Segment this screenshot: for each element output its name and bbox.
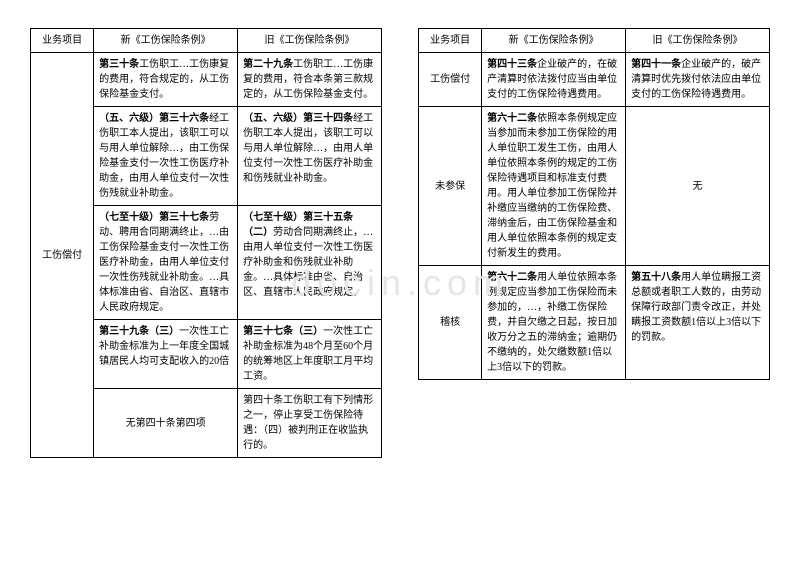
cell-new: 第三十条工伤职工…工伤康复的费用，符合规定的，从工伤保险基金支付。 bbox=[94, 53, 238, 107]
left-column: 业务项目新《工伤保险条例》旧《工伤保险条例》工伤偿付第三十条工伤职工…工伤康复的… bbox=[30, 28, 382, 458]
cell-old: （五、六级）第三十四条经工伤职工本人提出，该职工可以与用人单位解除…，由用人单位… bbox=[238, 107, 382, 206]
row-label: 稽核 bbox=[419, 266, 482, 380]
cell-new: 无第四十条第四项 bbox=[94, 389, 238, 458]
cell-old: 第四十一条企业破产的，破产清算时优先拨付依法应由单位支付的工伤保险待遇费用。 bbox=[626, 53, 770, 107]
row-label: 未参保 bbox=[419, 107, 482, 266]
cell-old: 第二十九条工伤职工…工伤康复的费用，符合本条第三款规定的，从工伤保险基金支付。 bbox=[238, 53, 382, 107]
table-header: 业务项目 bbox=[31, 29, 94, 53]
row-label: 工伤偿付 bbox=[419, 53, 482, 107]
cell-new: （五、六级）第三十六条经工伤职工本人提出，该职工可以与用人单位解除…，由工伤保险… bbox=[94, 107, 238, 206]
page-container: 业务项目新《工伤保险条例》旧《工伤保险条例》工伤偿付第三十条工伤职工…工伤康复的… bbox=[0, 0, 800, 486]
table-header: 旧《工伤保险条例》 bbox=[626, 29, 770, 53]
table-header: 业务项目 bbox=[419, 29, 482, 53]
cell-new: 第三十九条（三）一次性工亡补助金标准为上一年度全国城镇居民人均可支配收入的20倍 bbox=[94, 320, 238, 389]
cell-old: 第四十条工伤职工有下列情形之一，停止享受工伤保险待遇：（四）被判刑正在收监执行的… bbox=[238, 389, 382, 458]
cell-old: 无 bbox=[626, 107, 770, 266]
cell-new: 第六十二条依照本条例规定应当参加而未参加工伤保险的用人单位职工发生工伤，由用人单… bbox=[482, 107, 626, 266]
cell-old: 第三十七条（三）一次性工亡补助金标准为48个月至60个月的统筹地区上年度职工月平… bbox=[238, 320, 382, 389]
right-column: 业务项目新《工伤保险条例》旧《工伤保险条例》工伤偿付第四十三条企业破产的，在破产… bbox=[418, 28, 770, 458]
table-header: 旧《工伤保险条例》 bbox=[238, 29, 382, 53]
table-header: 新《工伤保险条例》 bbox=[94, 29, 238, 53]
comparison-table-right: 业务项目新《工伤保险条例》旧《工伤保险条例》工伤偿付第四十三条企业破产的，在破产… bbox=[418, 28, 770, 380]
cell-old: 第五十八条用人单位瞒报工资总额或者职工人数的，由劳动保障行政部门责令改正，并处瞒… bbox=[626, 266, 770, 380]
cell-old: （七至十级）第三十五条（二）劳动合同期满终止，…由用人单位支付一次性工伤医疗补助… bbox=[238, 206, 382, 320]
table-header: 新《工伤保险条例》 bbox=[482, 29, 626, 53]
cell-new: 第四十三条企业破产的，在破产清算时依法拨付应当由单位支付的工伤保险待遇费用。 bbox=[482, 53, 626, 107]
comparison-table-left: 业务项目新《工伤保险条例》旧《工伤保险条例》工伤偿付第三十条工伤职工…工伤康复的… bbox=[30, 28, 382, 458]
row-group-label: 工伤偿付 bbox=[31, 53, 94, 458]
cell-new: 第六十二条用人单位依照本条例规定应当参加工伤保险而未参加的，…，补缴工伤保险费，… bbox=[482, 266, 626, 380]
cell-new: （七至十级）第三十七条劳动、聘用合同期满终止，…由工伤保险基金支付一次性工伤医疗… bbox=[94, 206, 238, 320]
